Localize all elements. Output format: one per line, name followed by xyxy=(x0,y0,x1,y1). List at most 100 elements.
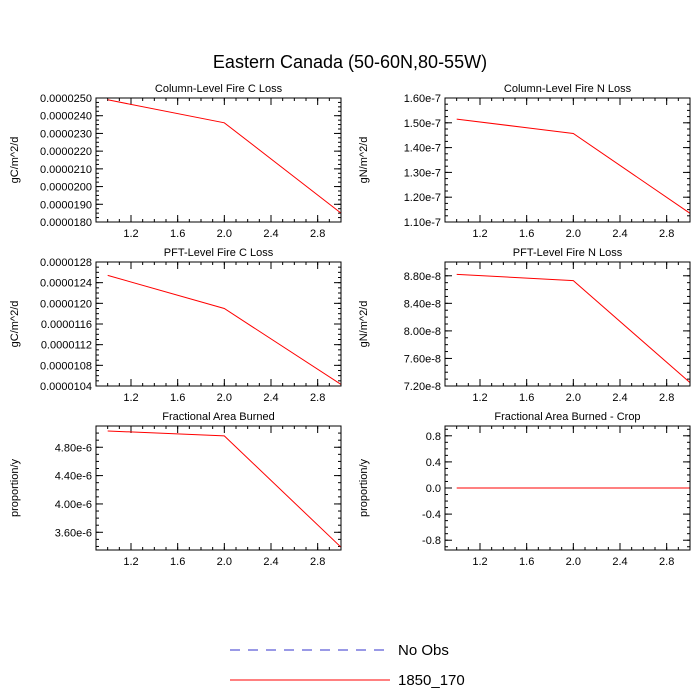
plot-frame xyxy=(444,97,691,223)
x-tick-label: 2.8 xyxy=(659,228,674,240)
panels: Column-Level Fire C Loss gC/m^2/d 1.2 1.6 2.… xyxy=(9,83,691,568)
panel-2: Column-Level Fire N Loss gN/m^2/d 1.2 1.6 2.… xyxy=(358,83,691,240)
y-tick-label: 8.40e-8 xyxy=(404,298,441,310)
y-tick-label: 0.0000200 xyxy=(40,182,92,194)
figure-title: Eastern Canada (50-60N,80-55W) xyxy=(213,52,487,72)
y-tick-label: 0.0000120 xyxy=(40,298,92,310)
y-tick-label: 8.00e-8 xyxy=(404,326,441,338)
plot-frame xyxy=(444,261,691,387)
y-tick-label: 0.0000180 xyxy=(40,217,92,229)
panel-title: Fractional Area Burned - Crop xyxy=(494,411,640,423)
x-tick-label: 2.4 xyxy=(612,556,627,568)
legend-label-no-obs: No Obs xyxy=(398,642,449,659)
y-tick-label: 3.60e-6 xyxy=(55,527,92,539)
x-tick-label: 1.6 xyxy=(519,228,534,240)
x-tick-label: 1.2 xyxy=(472,392,487,404)
x-tick-label: 1.6 xyxy=(519,392,534,404)
y-tick-label: 0.0000210 xyxy=(40,164,92,176)
x-tick-label: 1.2 xyxy=(123,392,138,404)
y-tick-label: -0.8 xyxy=(422,535,441,547)
y-tick-label: 4.40e-6 xyxy=(55,471,92,483)
y-tick-label: 0.0000108 xyxy=(40,360,92,372)
panel-title: Fractional Area Burned xyxy=(162,411,275,423)
y-axis-label: proportion/y xyxy=(358,458,370,517)
y-tick-label: 8.80e-8 xyxy=(404,271,441,283)
x-tick-label: 2.0 xyxy=(217,556,232,568)
plot-frame xyxy=(95,97,342,223)
series-line-1850-170 xyxy=(456,118,691,214)
y-tick-label: 1.40e-7 xyxy=(404,143,441,155)
legend: No Obs 1850_170 xyxy=(230,642,465,689)
y-tick-label: 0.0000116 xyxy=(41,319,92,331)
panel-title: Column-Level Fire N Loss xyxy=(504,83,632,95)
y-tick-label: 0.0 xyxy=(426,483,441,495)
y-tick-label: 0.0000128 xyxy=(40,257,92,269)
y-tick-label: 0.0000190 xyxy=(40,199,92,211)
plot-frame xyxy=(444,425,691,551)
x-tick-label: 2.8 xyxy=(310,228,325,240)
legend-label-1850-170: 1850_170 xyxy=(398,672,465,689)
y-tick-label: -0.4 xyxy=(422,509,441,521)
panel-4: PFT-Level Fire N Loss gN/m^2/d 1.2 1.6 2.0 2.… xyxy=(358,247,691,404)
y-axis-label: gN/m^2/d xyxy=(358,301,370,348)
series-line-1850-170 xyxy=(107,430,342,548)
x-tick-label: 2.4 xyxy=(263,228,278,240)
y-tick-label: 0.0000240 xyxy=(40,111,92,123)
plot-frame xyxy=(95,425,342,551)
panel-title: PFT-Level Fire C Loss xyxy=(164,247,274,259)
x-tick-label: 1.6 xyxy=(170,556,185,568)
y-tick-label: 1.10e-7 xyxy=(404,217,441,229)
x-tick-label: 2.4 xyxy=(263,556,278,568)
series-line-1850-170 xyxy=(456,273,691,383)
x-tick-label: 1.2 xyxy=(123,228,138,240)
x-tick-label: 2.4 xyxy=(263,392,278,404)
y-tick-label: 0.4 xyxy=(426,457,441,469)
panel-title: Column-Level Fire C Loss xyxy=(155,83,283,95)
y-tick-label: 4.00e-6 xyxy=(55,499,92,511)
x-tick-label: 2.8 xyxy=(310,392,325,404)
panel-6: Fractional Area Burned - Crop proportion/… xyxy=(358,411,691,568)
panel-1: Column-Level Fire C Loss gC/m^2/d 1.2 1.6 2.… xyxy=(9,83,342,240)
x-tick-label: 2.8 xyxy=(310,556,325,568)
y-tick-label: 1.30e-7 xyxy=(404,167,441,179)
y-tick-label: 0.0000230 xyxy=(40,128,92,140)
x-tick-label: 1.6 xyxy=(519,556,534,568)
plot-frame xyxy=(95,261,342,387)
y-tick-label: 0.0000104 xyxy=(40,381,92,393)
x-tick-label: 2.0 xyxy=(217,392,232,404)
x-tick-label: 2.0 xyxy=(566,556,581,568)
y-tick-label: 7.60e-8 xyxy=(404,353,441,365)
y-tick-label: 1.50e-7 xyxy=(404,118,441,130)
y-tick-label: 1.60e-7 xyxy=(404,93,441,105)
y-tick-label: 1.20e-7 xyxy=(404,192,441,204)
x-tick-label: 1.6 xyxy=(170,228,185,240)
y-axis-label: gN/m^2/d xyxy=(358,137,370,184)
y-tick-label: 0.0000250 xyxy=(40,93,92,105)
x-tick-label: 1.2 xyxy=(123,556,138,568)
series-line-1850-170 xyxy=(107,99,342,214)
x-tick-label: 2.4 xyxy=(612,228,627,240)
y-tick-label: 0.0000124 xyxy=(40,278,92,290)
y-tick-label: 0.0000220 xyxy=(40,146,92,158)
x-tick-label: 2.8 xyxy=(659,556,674,568)
x-tick-label: 2.0 xyxy=(217,228,232,240)
series-line-1850-170 xyxy=(107,274,342,385)
panel-3: PFT-Level Fire C Loss gC/m^2/d 1.2 1.6 2.0 2.… xyxy=(9,247,342,404)
x-tick-label: 2.0 xyxy=(566,228,581,240)
x-tick-label: 2.0 xyxy=(566,392,581,404)
y-tick-label: 0.0000112 xyxy=(41,340,92,352)
x-tick-label: 2.4 xyxy=(612,392,627,404)
y-tick-label: 7.20e-8 xyxy=(404,381,441,393)
y-axis-label: proportion/y xyxy=(9,458,21,517)
x-tick-label: 1.2 xyxy=(472,228,487,240)
panel-5: Fractional Area Burned proportion/y 1.2 1.6… xyxy=(9,411,342,568)
x-tick-label: 1.2 xyxy=(472,556,487,568)
y-tick-label: 4.80e-6 xyxy=(55,442,92,454)
y-axis-label: gC/m^2/d xyxy=(9,301,21,348)
panel-title: PFT-Level Fire N Loss xyxy=(513,247,623,259)
x-tick-label: 2.8 xyxy=(659,392,674,404)
x-tick-label: 1.6 xyxy=(170,392,185,404)
y-tick-label: 0.8 xyxy=(426,431,441,443)
